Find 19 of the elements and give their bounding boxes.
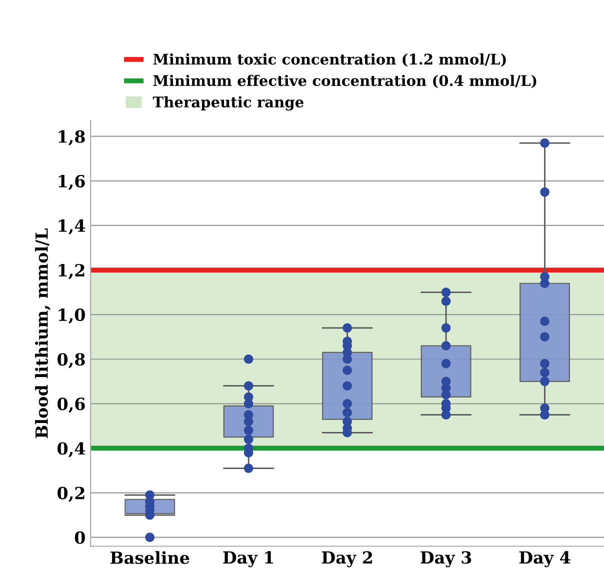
y-tick-label: 0,8 [58,353,85,368]
x-tick-label: Day 1 [223,551,274,568]
y-tick-label: 1,8 [58,130,85,146]
legend-label: Minimum effective concentration (0.4 mmol/L) [153,74,536,88]
y-tick-label: 1,0 [58,308,85,324]
y-tick-label: 0,4 [58,442,86,458]
x-tick-label: Baseline [110,551,190,564]
legend-label: Therapeutic range [152,96,304,111]
y-tick-label: 1,2 [58,264,84,280]
y-tick-label: 0,6 [58,398,85,413]
x-tick-label: Day 4 [519,551,570,568]
y-tick-label: 1,4 [58,219,86,235]
x-tick-label: Day 3 [420,551,472,568]
y-tick-label: 1,6 [58,174,85,190]
legend-label: Minimum toxic concentration (1.2 mmol/L) [153,53,506,67]
y-tick-label: 0 [74,531,85,544]
y-axis-title: Blood lithium, mmol/L [35,228,50,438]
x-tick-label: Day 2 [322,551,372,568]
y-tick-label: 0,2 [58,486,84,502]
